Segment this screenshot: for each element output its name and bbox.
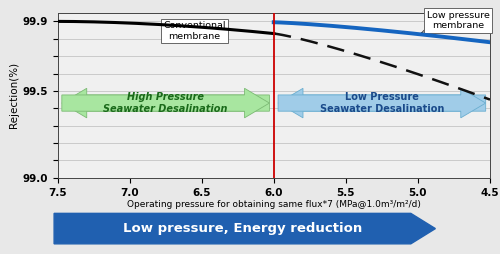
X-axis label: Operating pressure for obtaining same flux*7 (MPa@1.0m³/m²/d): Operating pressure for obtaining same fl… — [127, 200, 420, 209]
Text: Low pressure, Energy reduction: Low pressure, Energy reduction — [123, 222, 362, 235]
FancyArrow shape — [62, 88, 270, 118]
FancyArrow shape — [54, 213, 436, 244]
Text: Low Pressure
Seawater Desalination: Low Pressure Seawater Desalination — [320, 92, 444, 114]
Text: Conventional
membrane: Conventional membrane — [163, 21, 226, 41]
FancyArrow shape — [62, 88, 270, 118]
Y-axis label: Rejection(%): Rejection(%) — [10, 62, 20, 128]
Text: High Pressure
Seawater Desalination: High Pressure Seawater Desalination — [104, 92, 228, 114]
FancyArrow shape — [278, 88, 486, 118]
Text: Low pressure
membrane: Low pressure membrane — [422, 11, 490, 34]
FancyArrow shape — [278, 88, 486, 118]
